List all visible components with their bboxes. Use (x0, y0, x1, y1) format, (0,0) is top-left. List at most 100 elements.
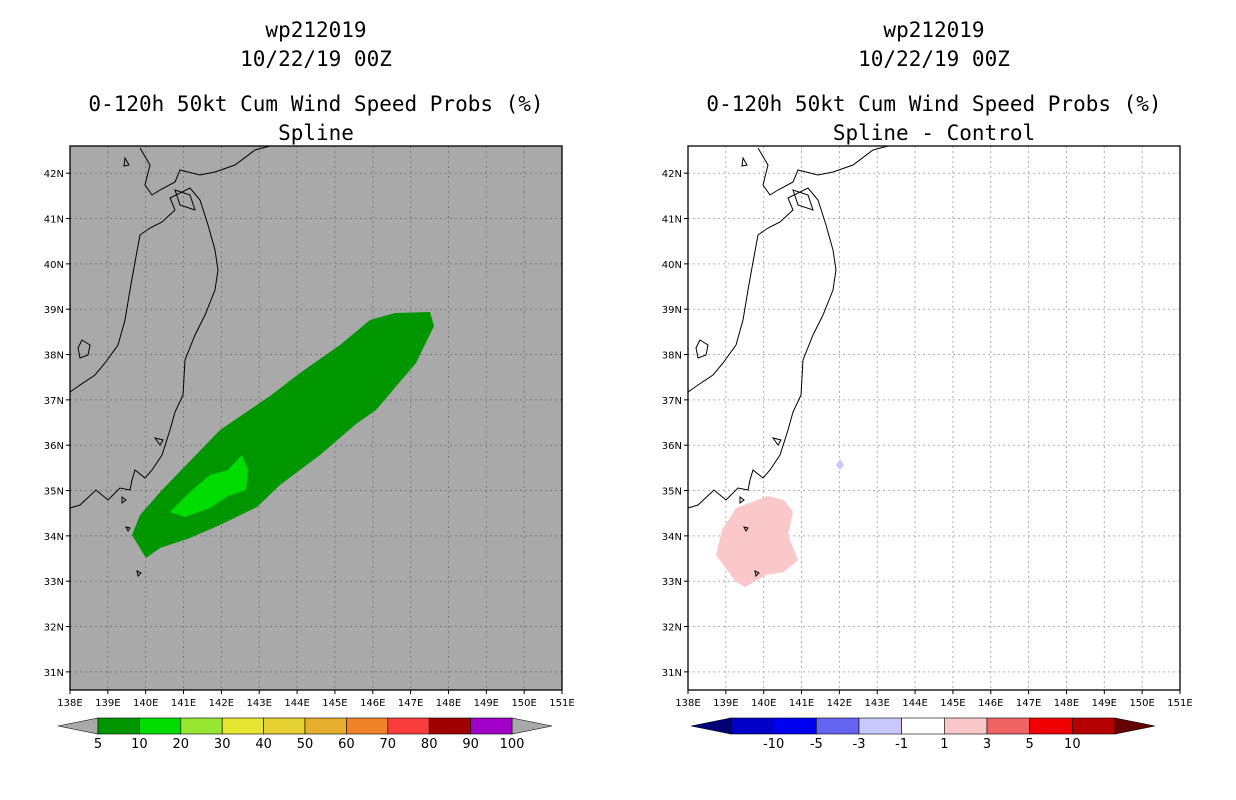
colorbar-swatch (221, 717, 264, 735)
colorbar-label: 20 (173, 737, 190, 752)
colorbar-under-arrow (690, 717, 732, 735)
colorbar-swatch (304, 717, 347, 735)
y-tick-label: 37N (44, 396, 64, 407)
left-coastline (69, 145, 271, 578)
y-tick-label: 31N (662, 668, 682, 679)
colorbar-label: 30 (214, 737, 231, 752)
y-tick-label: 39N (44, 305, 64, 316)
colorbar-swatch (944, 717, 988, 735)
y-tick-label: 33N (662, 577, 682, 588)
colorbar-swatch (97, 717, 140, 735)
y-tick-label: 35N (44, 487, 64, 498)
right-datetime: 10/22/19 00Z (858, 47, 1010, 71)
x-tick-label: 140E (133, 698, 158, 709)
colorbar-swatch (387, 717, 430, 735)
left-product-label: 0-120h 50kt Cum Wind Speed Probs (%) (88, 92, 544, 116)
x-tick-label: 151E (1167, 698, 1192, 709)
colorbar-swatch (180, 717, 223, 735)
x-tick-label: 150E (1129, 698, 1154, 709)
colorbar-label: -3 (853, 737, 866, 752)
colorbar-swatch (901, 717, 945, 735)
x-tick-label: 149E (474, 698, 499, 709)
x-tick-label: 140E (751, 698, 776, 709)
left-colorbar: 5 10 20 30 40 50 60 70 80 90 100 (57, 717, 553, 752)
x-tick-label: 145E (940, 698, 965, 709)
left-y-ticks: 31N 32N 33N 34N 35N 36N 37N 38N 39N 40N 41N 42N (44, 169, 70, 679)
colorbar-swatch (1072, 717, 1116, 735)
colorbar-label: 90 (462, 737, 479, 752)
colorbar-label: -5 (810, 737, 823, 752)
colorbar-label: 1 (940, 737, 948, 752)
y-tick-label: 40N (662, 260, 682, 271)
y-tick-label: 36N (662, 441, 682, 452)
x-tick-label: 142E (209, 698, 234, 709)
colorbar-label: 50 (297, 737, 314, 752)
colorbar-swatch (1029, 717, 1073, 735)
right-grid (688, 146, 1180, 690)
x-tick-label: 146E (978, 698, 1003, 709)
prob-10-20-region (170, 455, 248, 517)
right-colorbar: -10 -5 -3 -1 1 3 5 10 (690, 717, 1156, 752)
colorbar-label: 10 (131, 737, 148, 752)
colorbar-under-arrow (57, 717, 99, 735)
colorbar-label: 70 (380, 737, 397, 752)
left-map-frame (69, 145, 563, 691)
colorbar-swatch (346, 717, 389, 735)
right-storm-id: wp212019 (883, 18, 985, 42)
y-tick-label: 41N (662, 215, 682, 226)
colorbar-swatch (816, 717, 860, 735)
right-y-ticks: 31N 32N 33N 34N 35N 36N 37N 38N 39N 40N 41N 42N (662, 169, 688, 679)
y-tick-label: 37N (662, 396, 682, 407)
right-method-label: Spline - Control (832, 121, 1036, 145)
diff-neg3-neg1-region (836, 459, 844, 470)
left-method-label: Spline (278, 121, 354, 145)
left-x-ticks: 138E 139E 140E 141E 142E 143E 144E 145E 146E 147E… (57, 690, 575, 709)
x-tick-label: 148E (436, 698, 461, 709)
x-tick-label: 146E (360, 698, 385, 709)
right-coastline (687, 145, 889, 578)
right-product-label: 0-120h 50kt Cum Wind Speed Probs (%) (706, 92, 1162, 116)
x-tick-label: 149E (1092, 698, 1117, 709)
colorbar-swatch (428, 717, 471, 735)
colorbar-over-arrow (511, 717, 553, 735)
x-tick-label: 138E (57, 698, 82, 709)
colorbar-swatch (470, 717, 513, 735)
y-tick-label: 32N (662, 623, 682, 634)
y-tick-label: 39N (662, 305, 682, 316)
left-probability-contours (132, 312, 434, 558)
right-map-frame (687, 145, 1181, 691)
colorbar-label: 80 (421, 737, 438, 752)
y-tick-label: 32N (44, 623, 64, 634)
colorbar-label: 3 (983, 737, 991, 752)
left-map-panel: 138E 139E 140E 141E 142E 143E 144E 145E 146E 147E… (44, 145, 575, 752)
y-tick-label: 34N (44, 532, 64, 543)
colorbar-swatch (139, 717, 182, 735)
y-tick-label: 31N (44, 668, 64, 679)
colorbar-label: -1 (895, 737, 908, 752)
x-tick-label: 143E (865, 698, 890, 709)
colorbar-swatch (263, 717, 306, 735)
x-tick-label: 150E (511, 698, 536, 709)
colorbar-label: 100 (500, 737, 525, 752)
x-tick-label: 148E (1054, 698, 1079, 709)
x-tick-label: 141E (171, 698, 196, 709)
y-tick-label: 40N (44, 260, 64, 271)
left-storm-id: wp212019 (265, 18, 367, 42)
y-tick-label: 41N (44, 215, 64, 226)
right-map-panel: 138E 139E 140E 141E 142E 143E 144E 145E 146E 147E… (662, 145, 1193, 752)
y-tick-label: 38N (44, 351, 64, 362)
colorbar-swatch (986, 717, 1030, 735)
y-tick-label: 34N (662, 532, 682, 543)
x-tick-label: 144E (284, 698, 309, 709)
x-tick-label: 151E (549, 698, 574, 709)
colorbar-swatch (730, 717, 774, 735)
x-tick-label: 147E (1016, 698, 1041, 709)
diff-1-3-region (716, 496, 798, 587)
x-tick-label: 139E (95, 698, 120, 709)
y-tick-label: 33N (44, 577, 64, 588)
colorbar-label: 10 (1064, 737, 1081, 752)
colorbar-swatch (858, 717, 902, 735)
x-tick-label: 144E (902, 698, 927, 709)
x-tick-label: 142E (827, 698, 852, 709)
y-tick-label: 38N (662, 351, 682, 362)
